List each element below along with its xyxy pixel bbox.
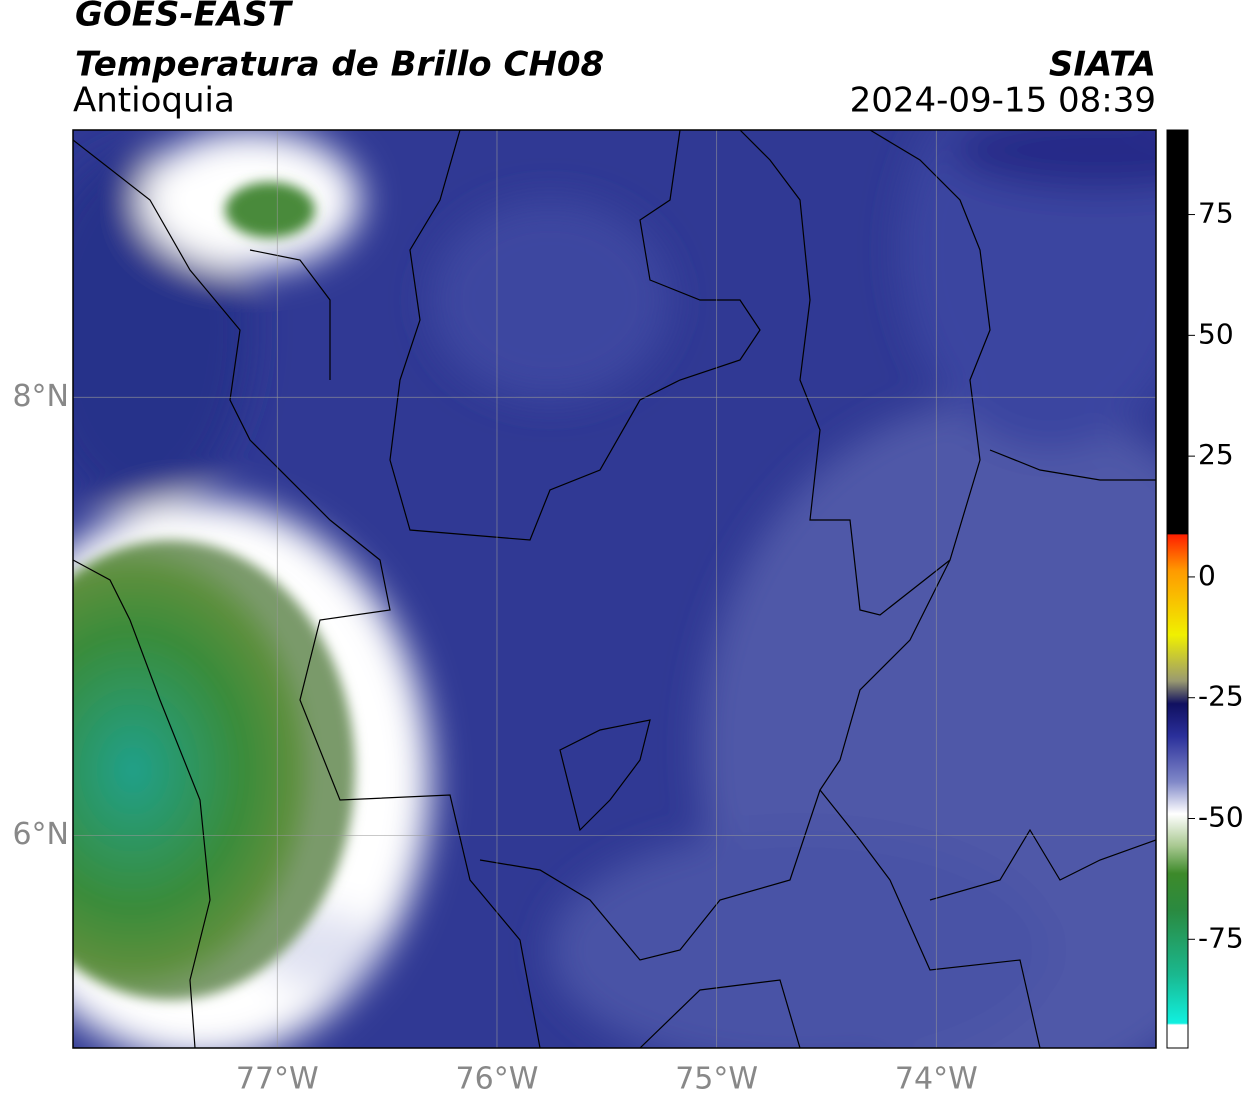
product: Temperatura de Brillo CH08	[75, 45, 604, 85]
colorbar-tick-label: -25	[1198, 680, 1244, 713]
satellite-image	[73, 130, 1156, 1048]
colorbar-tick-label: -50	[1198, 801, 1244, 834]
map-frame	[72, 129, 1157, 1049]
source: SIATA	[1049, 45, 1156, 85]
timestamp: 2024-09-15 08:39	[850, 81, 1156, 121]
colorbar-tick-label: -75	[1198, 921, 1244, 954]
x-tick-label: 77°W	[236, 1062, 319, 1097]
colorbar-tick-label: 0	[1198, 559, 1216, 592]
x-tick-label: 75°W	[675, 1062, 758, 1097]
region: Antioquia	[73, 81, 235, 121]
colorbar-tick-label: 75	[1198, 197, 1234, 230]
satellite: GOES-EAST	[75, 0, 294, 35]
x-tick-label: 76°W	[456, 1062, 539, 1097]
colorbar	[1166, 129, 1189, 1049]
colorbar-tick-label: 25	[1198, 438, 1234, 471]
x-tick-label: 74°W	[895, 1062, 978, 1097]
borders	[73, 130, 1156, 1048]
y-tick-label: 6°N	[12, 817, 69, 852]
y-tick-label: 8°N	[12, 379, 69, 414]
colorbar-tick-label: 50	[1198, 317, 1234, 350]
